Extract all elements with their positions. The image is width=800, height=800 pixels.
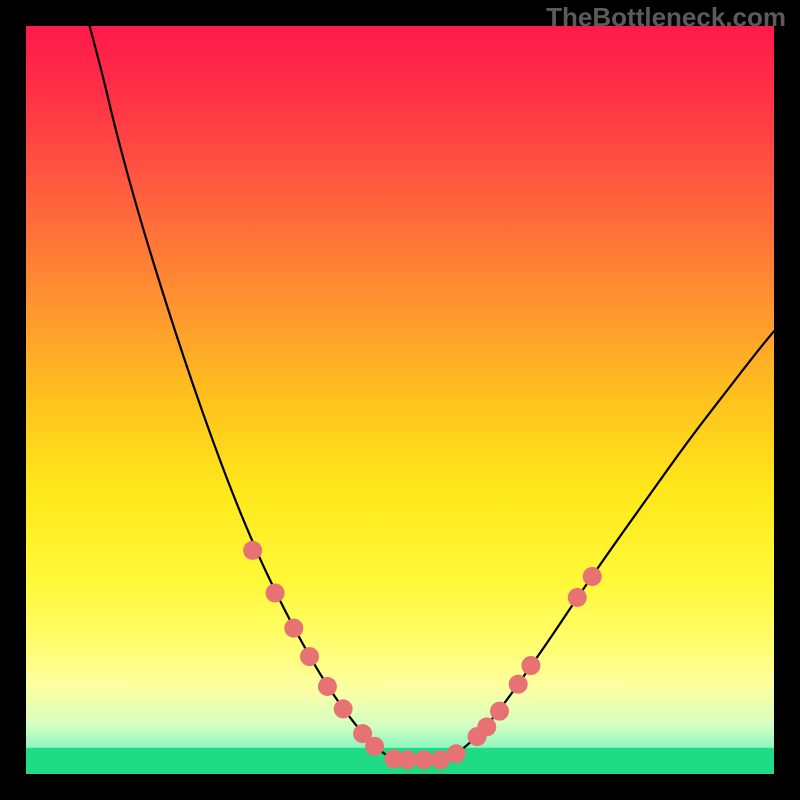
marker-point: [318, 677, 337, 696]
marker-point: [243, 541, 262, 560]
marker-point: [284, 619, 303, 638]
marker-point: [300, 647, 319, 666]
marker-point: [447, 744, 466, 763]
marker-point: [490, 702, 509, 721]
marker-point: [477, 717, 496, 736]
bottleneck-chart: [26, 26, 774, 774]
marker-point: [583, 567, 602, 586]
watermark-text: TheBottleneck.com: [546, 2, 786, 33]
marker-point: [334, 699, 353, 718]
gradient-background: [26, 26, 774, 774]
marker-point: [414, 750, 433, 769]
marker-point: [365, 737, 384, 756]
marker-point: [266, 583, 285, 602]
plot-area: [26, 26, 774, 774]
marker-point: [568, 588, 587, 607]
marker-point: [398, 750, 417, 769]
marker-point: [521, 656, 540, 675]
marker-point: [509, 675, 528, 694]
